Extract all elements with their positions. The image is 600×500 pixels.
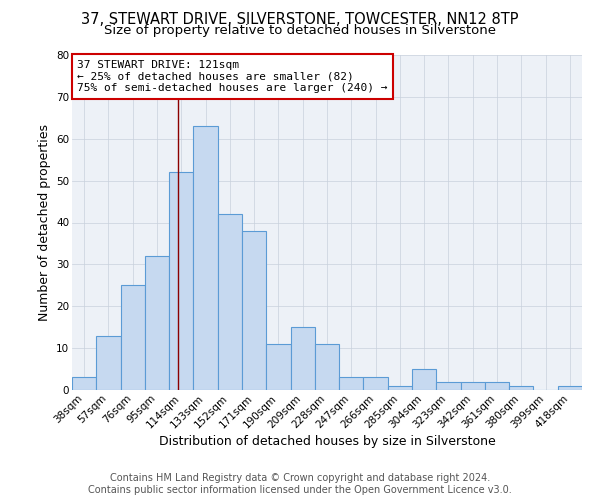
Bar bbox=[242, 231, 266, 390]
Bar bbox=[193, 126, 218, 390]
Text: Size of property relative to detached houses in Silverstone: Size of property relative to detached ho… bbox=[104, 24, 496, 37]
Bar bbox=[121, 286, 145, 390]
Y-axis label: Number of detached properties: Number of detached properties bbox=[38, 124, 50, 321]
Bar bbox=[72, 378, 96, 390]
Bar bbox=[509, 386, 533, 390]
Bar bbox=[436, 382, 461, 390]
Bar bbox=[96, 336, 121, 390]
Bar bbox=[485, 382, 509, 390]
Bar bbox=[145, 256, 169, 390]
Bar bbox=[339, 378, 364, 390]
Text: 37 STEWART DRIVE: 121sqm
← 25% of detached houses are smaller (82)
75% of semi-d: 37 STEWART DRIVE: 121sqm ← 25% of detach… bbox=[77, 60, 388, 93]
Bar bbox=[290, 327, 315, 390]
Bar bbox=[218, 214, 242, 390]
Bar bbox=[461, 382, 485, 390]
Text: 37, STEWART DRIVE, SILVERSTONE, TOWCESTER, NN12 8TP: 37, STEWART DRIVE, SILVERSTONE, TOWCESTE… bbox=[81, 12, 519, 28]
Bar bbox=[315, 344, 339, 390]
Bar bbox=[558, 386, 582, 390]
Bar bbox=[364, 378, 388, 390]
X-axis label: Distribution of detached houses by size in Silverstone: Distribution of detached houses by size … bbox=[158, 435, 496, 448]
Text: Contains HM Land Registry data © Crown copyright and database right 2024.
Contai: Contains HM Land Registry data © Crown c… bbox=[88, 474, 512, 495]
Bar bbox=[169, 172, 193, 390]
Bar bbox=[266, 344, 290, 390]
Bar bbox=[388, 386, 412, 390]
Bar bbox=[412, 369, 436, 390]
